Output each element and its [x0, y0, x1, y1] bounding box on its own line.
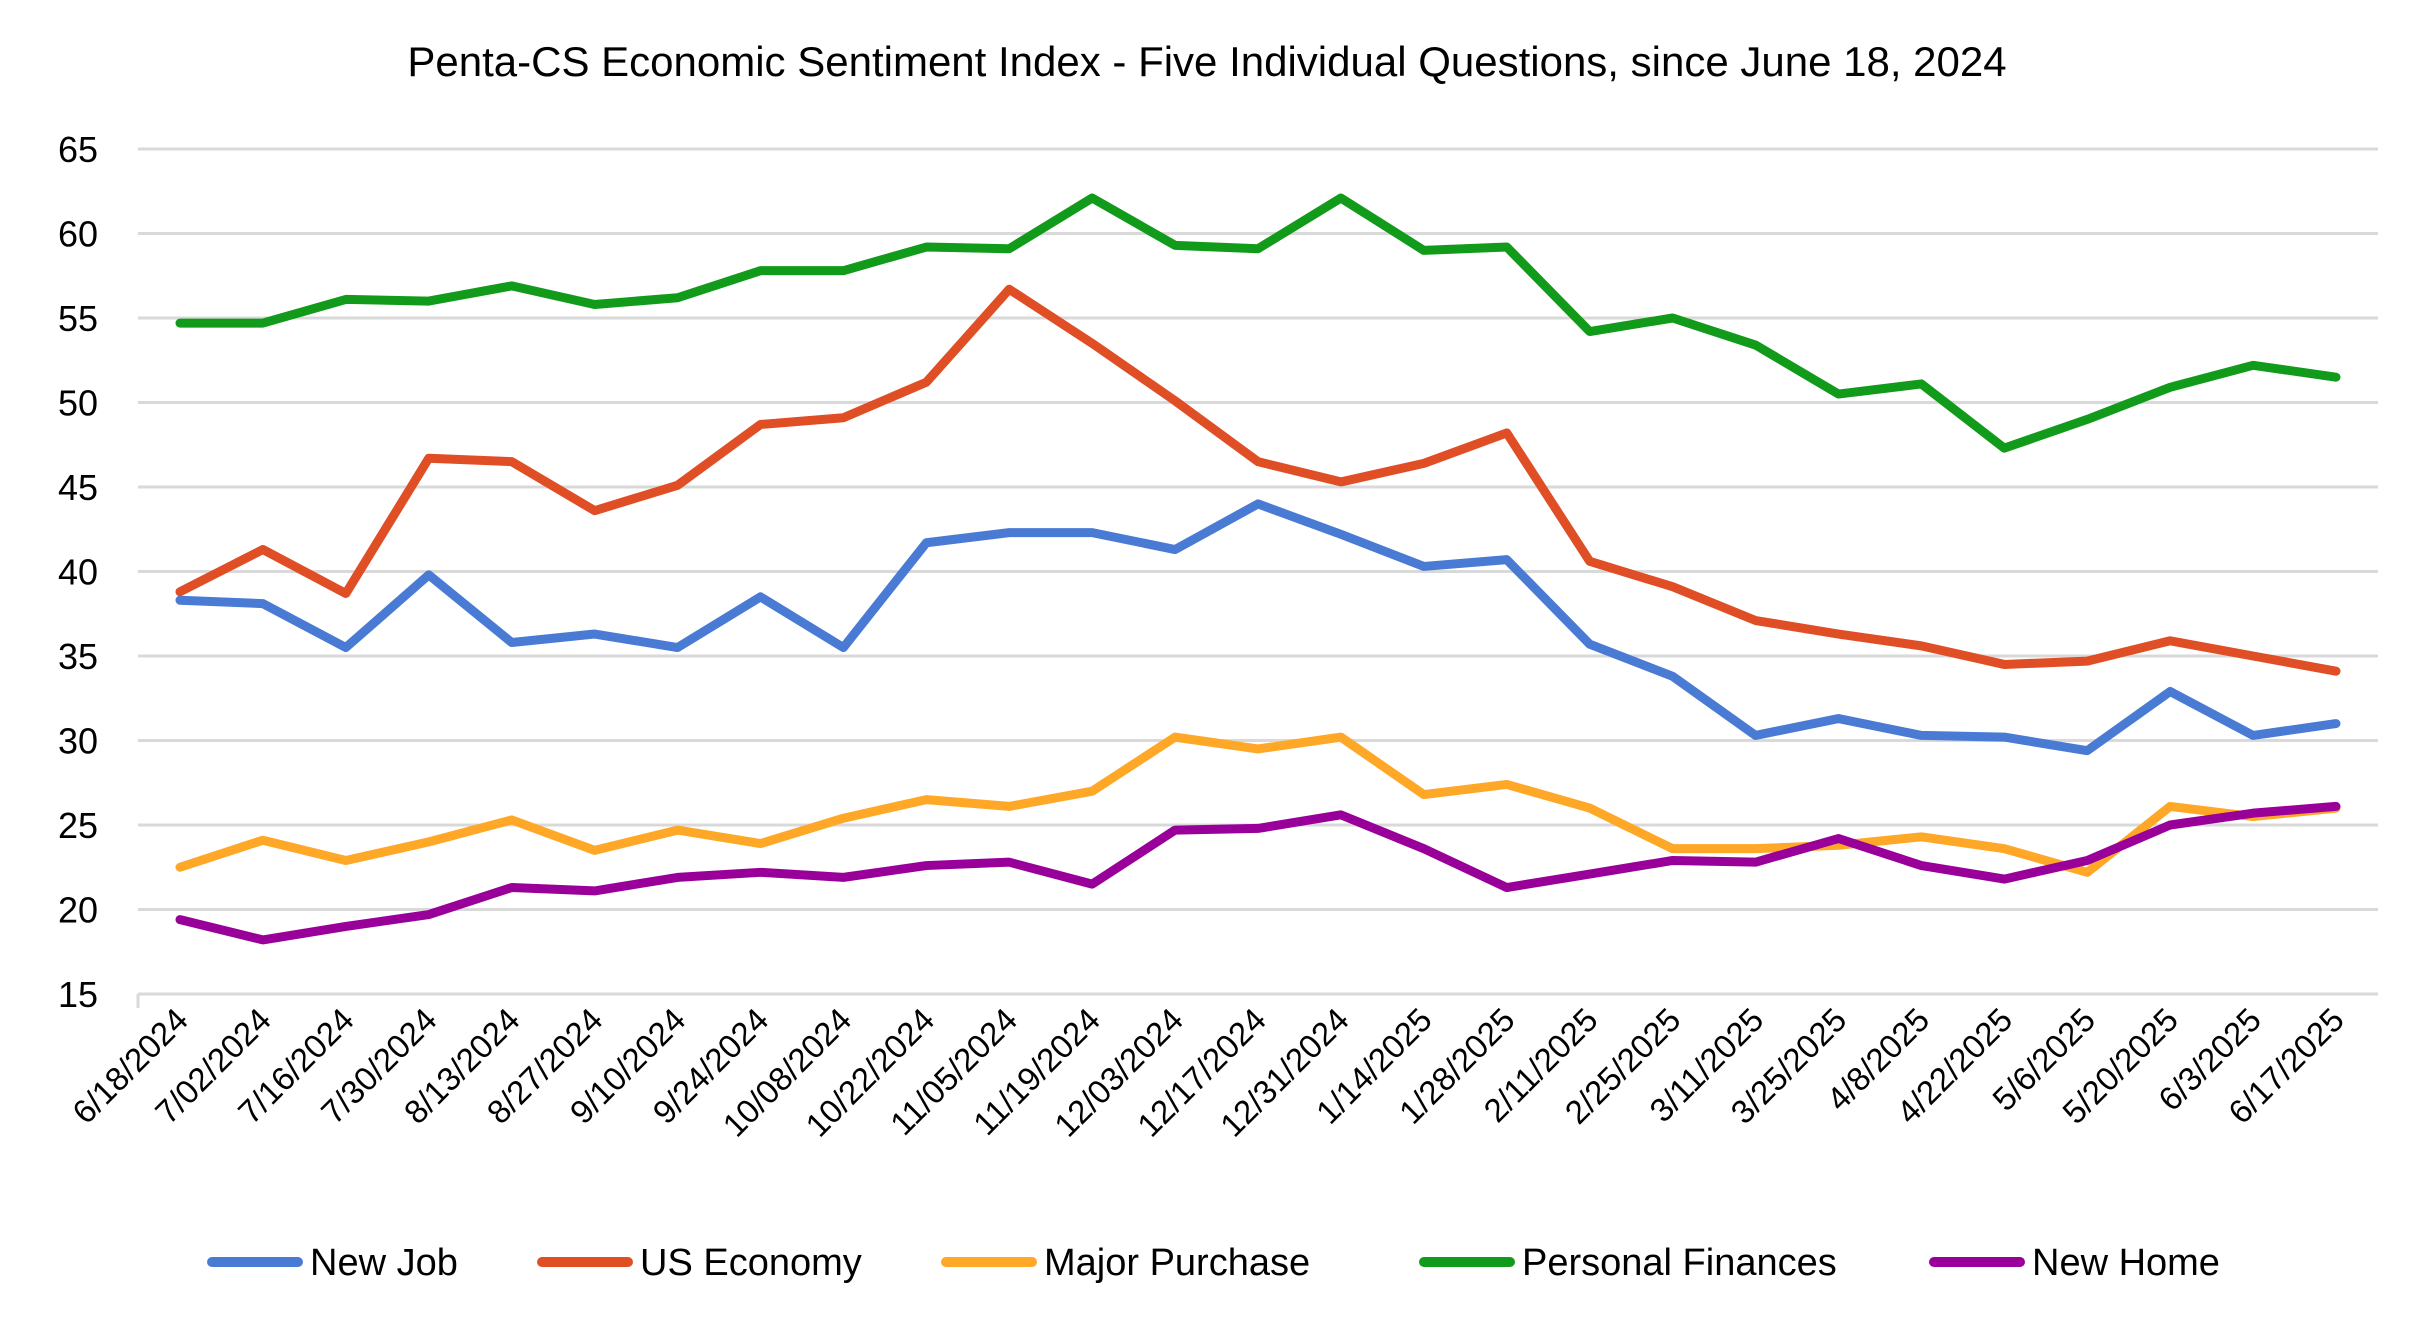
legend-label: US Economy: [640, 1242, 862, 1284]
y-tick-label: 20: [58, 890, 98, 931]
series-new-home: [175, 801, 2341, 945]
y-tick-label: 40: [58, 552, 98, 593]
y-tick-label: 60: [58, 214, 98, 255]
legend-item: Major Purchase: [941, 1242, 1310, 1284]
y-tick-label: 35: [58, 636, 98, 677]
series-line: [175, 284, 2341, 676]
legend: New Job US Economy Major Purchase Personal …: [207, 1242, 2220, 1284]
legend-label: New Home: [2032, 1242, 2220, 1284]
legend-item: New Job: [207, 1242, 458, 1284]
series-us-economy: [175, 284, 2341, 676]
series-personal-finances: [175, 193, 2341, 453]
y-tick-label: 25: [58, 805, 98, 846]
y-tick-label: 15: [58, 974, 98, 1015]
legend-item: Personal Finances: [1419, 1242, 1837, 1284]
x-axis-ticks: 6/18/20247/02/20247/16/20247/30/20248/13…: [65, 1001, 2351, 1144]
y-axis-ticks: 15 20 25 30 35 40 45 50 55 60 65: [58, 129, 98, 1015]
series-line: [175, 499, 2341, 756]
legend-item: New Home: [1929, 1242, 2220, 1284]
y-tick-label: 45: [58, 467, 98, 508]
series-major-purchase: [175, 732, 2341, 877]
series-line: [175, 193, 2341, 453]
series-new-job: [175, 499, 2341, 756]
y-tick-label: 55: [58, 298, 98, 339]
series-line: [175, 732, 2341, 877]
y-tick-label: 30: [58, 721, 98, 762]
legend-label: Personal Finances: [1522, 1242, 1837, 1284]
series-lines: [175, 193, 2341, 945]
y-tick-label: 65: [58, 129, 98, 170]
chart-title: Penta-CS Economic Sentiment Index - Five…: [407, 38, 2006, 85]
legend-label: Major Purchase: [1044, 1242, 1310, 1284]
legend-item: US Economy: [537, 1242, 862, 1284]
y-tick-label: 50: [58, 383, 98, 424]
legend-label: New Job: [310, 1242, 458, 1284]
gridlines: [136, 147, 2378, 1008]
